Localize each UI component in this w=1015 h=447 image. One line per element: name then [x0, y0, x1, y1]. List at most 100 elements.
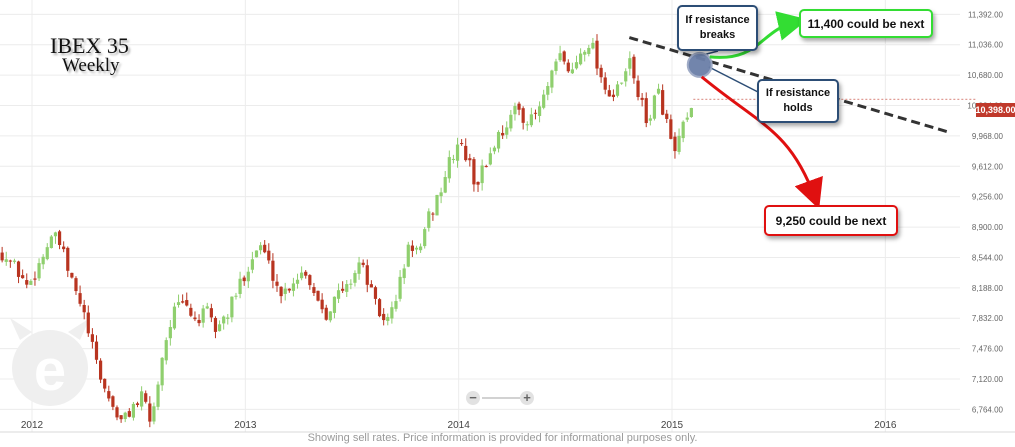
- candle: [12, 258, 17, 264]
- candle: [369, 280, 373, 288]
- y-tick-label: 9,612.00: [972, 162, 1004, 171]
- current-price-label: 10,398.00: [975, 103, 1015, 117]
- candle: [406, 241, 410, 268]
- candle: [455, 137, 460, 168]
- candle-body: [447, 157, 451, 179]
- candle: [410, 240, 414, 258]
- candle-body: [377, 299, 382, 317]
- zoom-in-button[interactable]: +: [520, 391, 534, 405]
- y-tick-label: 9,968.00: [972, 132, 1004, 141]
- candle: [591, 37, 595, 50]
- y-tick-label: 8,544.00: [972, 253, 1004, 262]
- candle-body: [439, 192, 443, 197]
- zoom-out-button[interactable]: −: [466, 391, 480, 405]
- candle-body: [123, 412, 127, 420]
- x-tick-label: 2013: [234, 420, 257, 431]
- candle-body: [287, 288, 291, 291]
- candle: [66, 246, 70, 278]
- candle-body: [197, 319, 201, 324]
- candle: [250, 251, 254, 274]
- candle-body: [103, 378, 107, 389]
- candle-body: [217, 324, 222, 332]
- candle-body: [185, 300, 189, 306]
- candle: [578, 48, 583, 66]
- candle-body: [86, 312, 90, 334]
- candle: [546, 81, 550, 101]
- candle: [525, 121, 529, 131]
- logo-watermark-icon: e: [10, 318, 90, 406]
- candle-body: [496, 131, 501, 149]
- candle: [648, 114, 652, 126]
- candle: [353, 270, 357, 287]
- candle: [443, 171, 447, 194]
- zoom-control[interactable]: − +: [466, 390, 536, 406]
- candle: [652, 94, 657, 121]
- x-tick-label: 2012: [21, 420, 44, 431]
- candle-body: [435, 194, 439, 216]
- candle: [439, 187, 443, 204]
- candle-body: [517, 103, 521, 110]
- candle-body: [603, 77, 607, 90]
- candle-body: [205, 306, 209, 309]
- candle: [603, 72, 607, 95]
- candle: [217, 320, 222, 332]
- chart-grid: [0, 0, 960, 432]
- candle-body: [246, 271, 250, 282]
- callout-resistance-breaks: If resistance breaks: [677, 5, 758, 51]
- candle: [41, 254, 45, 270]
- candle: [570, 62, 574, 75]
- candle: [390, 301, 394, 324]
- candle: [304, 270, 308, 279]
- candle-body: [279, 286, 283, 297]
- candle: [677, 128, 681, 155]
- candle: [209, 303, 213, 323]
- candle: [86, 305, 90, 337]
- candle-body: [201, 308, 205, 323]
- candle-body: [628, 58, 632, 69]
- candle-body: [144, 393, 148, 402]
- candle-body: [525, 124, 529, 126]
- candle: [131, 401, 136, 421]
- candle-body: [45, 247, 49, 260]
- candle-body: [648, 118, 652, 121]
- candle-body: [78, 293, 82, 304]
- candle: [25, 273, 29, 289]
- candle-body: [189, 307, 193, 316]
- candle: [49, 235, 53, 249]
- candle-body: [131, 403, 136, 418]
- callout-resistance-holds: If resistance holds: [757, 79, 839, 123]
- candle: [238, 271, 242, 299]
- candle: [300, 266, 304, 281]
- candle-body: [242, 277, 246, 282]
- candle-body: [595, 40, 599, 69]
- candle-body: [423, 229, 427, 247]
- candle-body: [615, 84, 620, 96]
- candle: [279, 286, 283, 304]
- candle: [103, 378, 107, 393]
- zoom-slider[interactable]: [482, 397, 520, 399]
- candle: [509, 109, 513, 132]
- candle: [365, 259, 369, 293]
- candle: [435, 194, 439, 216]
- candle-body: [513, 106, 517, 115]
- candle: [53, 231, 58, 244]
- candle-body: [49, 236, 53, 249]
- candle: [558, 45, 562, 62]
- candle-body: [574, 62, 579, 69]
- candle-body: [25, 280, 29, 285]
- y-tick-label: 7,832.00: [972, 314, 1004, 323]
- candle: [685, 112, 689, 123]
- candle-body: [328, 311, 332, 321]
- candle: [201, 304, 205, 328]
- candle-body: [238, 278, 242, 294]
- callout-downside-target: 9,250 could be next: [764, 205, 898, 236]
- candle-body: [332, 296, 337, 313]
- candle-body: [119, 415, 123, 420]
- candle: [681, 120, 685, 143]
- candle-body: [37, 263, 41, 279]
- candle-body: [250, 259, 254, 270]
- candle-body: [291, 283, 296, 291]
- candle-body: [74, 278, 78, 292]
- candle: [377, 298, 382, 318]
